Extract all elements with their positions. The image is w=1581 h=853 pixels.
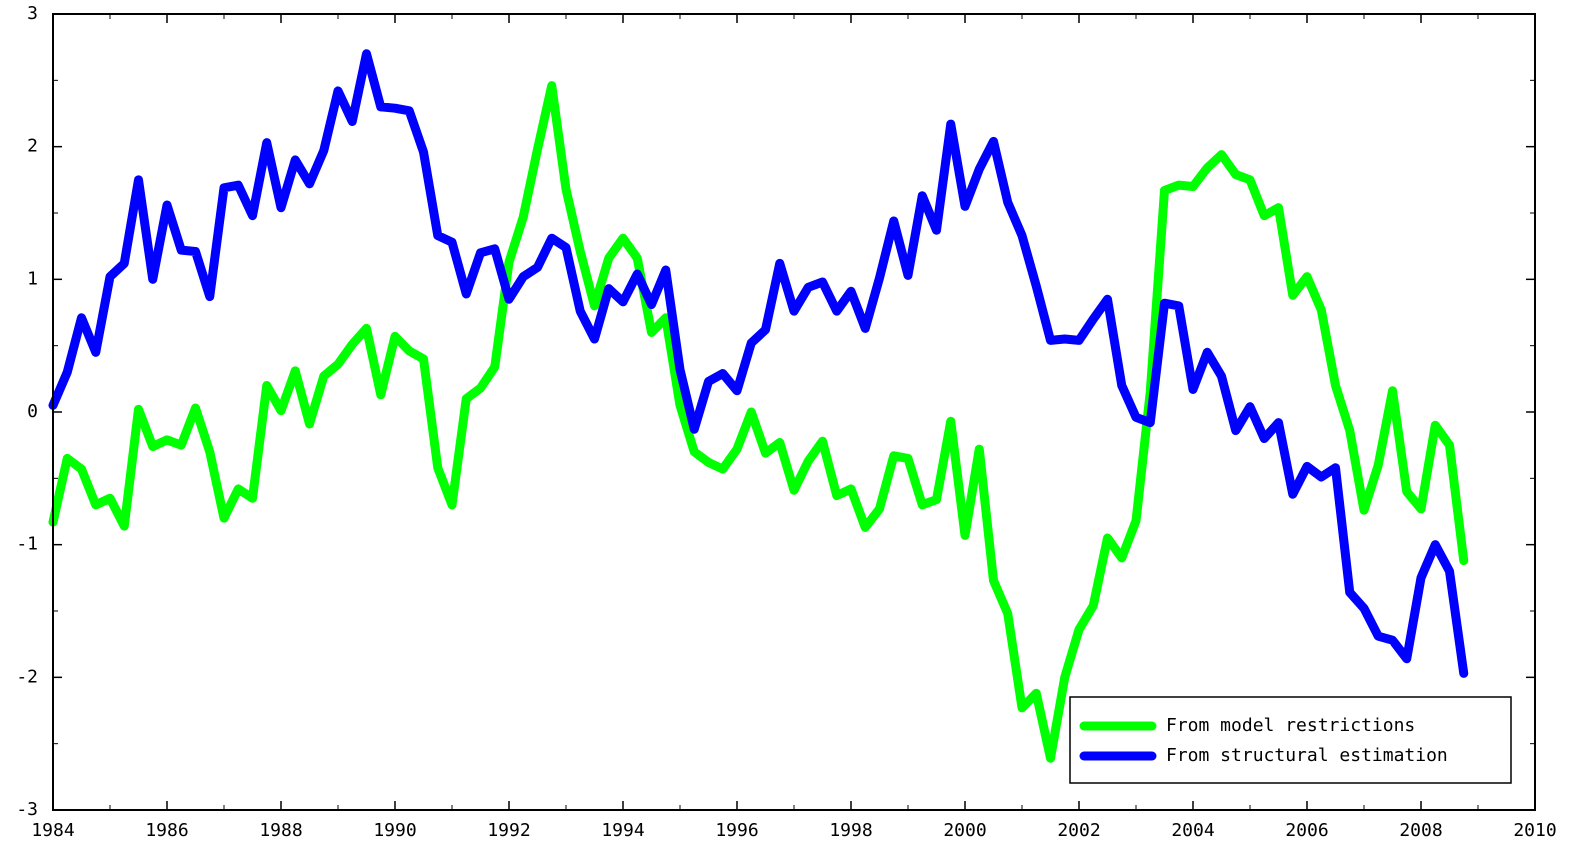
y-tick-label: -2: [16, 666, 38, 687]
legend-label: From model restrictions: [1166, 715, 1415, 736]
y-tick-label: 2: [27, 136, 38, 157]
plot-frame: [52, 13, 1536, 811]
x-tick-label: 1992: [487, 820, 530, 841]
legend-label: From structural estimation: [1166, 745, 1448, 766]
x-tick-label: 2002: [1057, 820, 1100, 841]
x-tick-label: 1988: [259, 820, 302, 841]
y-tick-label: 3: [27, 3, 38, 24]
x-tick-label: 1990: [373, 820, 416, 841]
legend: From model restrictions From structural e…: [1069, 696, 1512, 784]
y-tick-label: 0: [27, 401, 38, 422]
series-line: [48, 49, 1469, 678]
x-tick-label: 2010: [1513, 820, 1556, 841]
x-tick-label: 1996: [715, 820, 758, 841]
x-tick-label: 2006: [1285, 820, 1328, 841]
x-tick-label: 1984: [31, 820, 74, 841]
y-tick-label: -3: [16, 799, 38, 820]
x-tick-label: 1994: [601, 820, 644, 841]
x-tick-label: 2008: [1399, 820, 1442, 841]
legend-box: [1069, 696, 1512, 784]
series-line: [48, 81, 1469, 763]
x-tick-label: 1986: [145, 820, 188, 841]
y-tick-label: 1: [27, 268, 38, 289]
x-tick-label: 2000: [943, 820, 986, 841]
x-tick-label: 2004: [1171, 820, 1214, 841]
y-tick-label: -1: [16, 534, 38, 555]
x-tick-label: 1998: [829, 820, 872, 841]
